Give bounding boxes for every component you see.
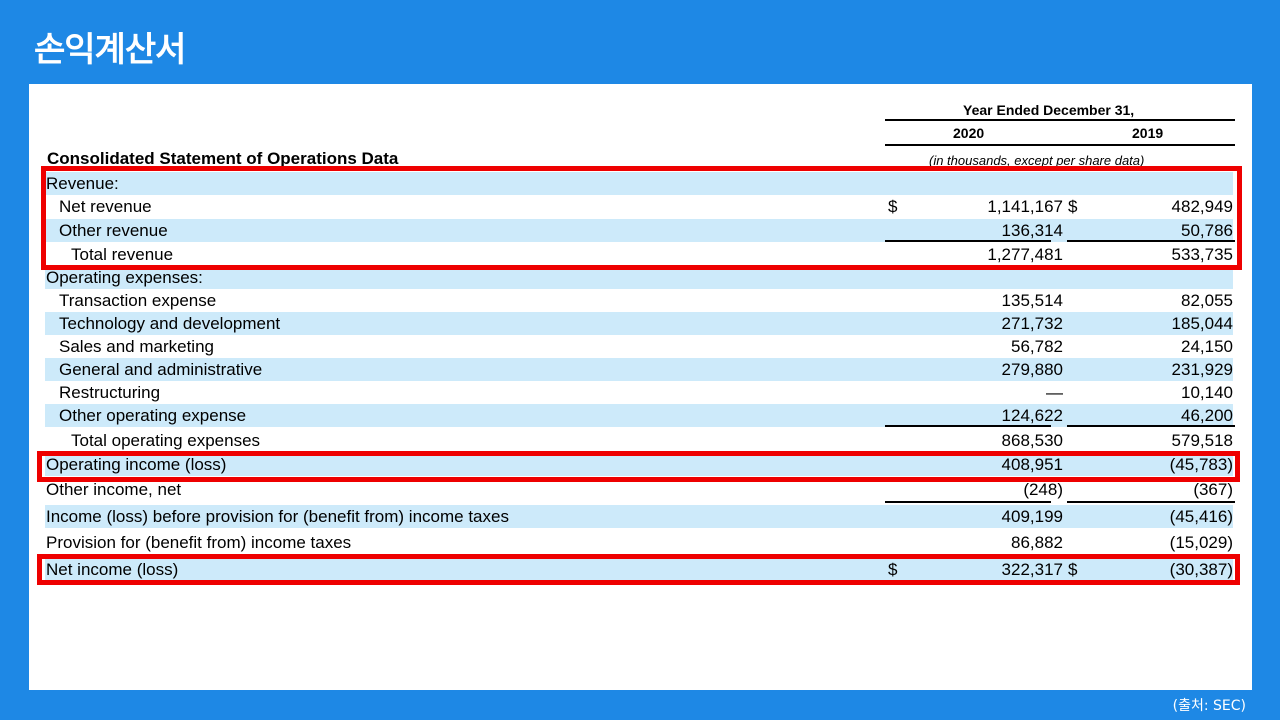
value-2020: 408,951	[1001, 455, 1063, 474]
statement-row: Other operating expense 124,622 46,200	[45, 404, 1233, 427]
row-label: Provision for (benefit from) income taxe…	[46, 533, 352, 552]
value-2019: (367)	[1193, 480, 1233, 499]
row-label: Transaction expense	[59, 291, 217, 310]
other-income-underline-2019	[1067, 501, 1235, 503]
value-2019: 185,044	[1171, 314, 1233, 333]
statement-row: Operating income (loss) 408,951 (45,783)	[45, 453, 1233, 476]
value-2020: 1,277,481	[987, 245, 1063, 264]
total-opex-underline-2019	[1067, 425, 1235, 427]
other-income-underline-2020	[885, 501, 1051, 503]
statement-row: Technology and development 271,732 185,044	[45, 312, 1233, 335]
value-2020: 279,880	[1001, 360, 1063, 379]
statement-row: Income (loss) before provision for (bene…	[45, 505, 1233, 528]
currency-symbol: $	[888, 197, 898, 216]
value-2019: 50,786	[1181, 221, 1233, 240]
row-label: Sales and marketing	[59, 337, 214, 356]
statement-row: General and administrative 279,880 231,929	[45, 358, 1233, 381]
row-label: Other revenue	[59, 221, 168, 240]
total-opex-underline-2020	[885, 425, 1051, 427]
row-label: Other operating expense	[59, 406, 247, 425]
value-2020: 322,317	[1001, 560, 1063, 579]
value-2020: 409,199	[1001, 507, 1063, 526]
statement-row: Net revenue $ $1,141,167 482,949	[45, 195, 1233, 218]
value-2020: 136,314	[1001, 221, 1063, 240]
statement-row: Operating expenses:	[45, 266, 1233, 289]
statement-row: Sales and marketing 56,782 24,150	[45, 335, 1233, 358]
row-label: Total operating expenses	[71, 431, 261, 450]
currency-symbol: $	[888, 560, 898, 579]
income-statement-panel: Year Ended December 31, 2020 2019 Consol…	[29, 84, 1252, 690]
statement-title: Consolidated Statement of Operations Dat…	[47, 149, 399, 168]
year-underline	[885, 144, 1235, 146]
period-header: Year Ended December 31,	[963, 102, 1135, 118]
year-2019-header: 2019	[1132, 125, 1164, 141]
value-2019: 46,200	[1181, 406, 1233, 425]
value-2019: (45,783)	[1169, 455, 1233, 474]
value-2019: (45,416)	[1169, 507, 1233, 526]
units-note: (in thousands, except per share data)	[929, 153, 1145, 168]
currency-symbol: $	[1068, 560, 1078, 579]
value-2019: 231,929	[1171, 360, 1233, 379]
statement-row: Net income (loss) $ $322,317 (30,387)	[45, 558, 1233, 581]
net-income-highlight-box	[37, 554, 1240, 585]
row-label: Operating income (loss)	[46, 455, 227, 474]
value-2020: 86,882	[1011, 533, 1063, 552]
statement-row: Total operating expenses 868,530 579,518	[45, 429, 1233, 452]
row-label: Other income, net	[46, 480, 182, 499]
value-2020: 271,732	[1001, 314, 1063, 333]
row-label: Revenue:	[46, 174, 119, 193]
value-2019: 579,518	[1171, 431, 1233, 450]
row-label: Operating expenses:	[46, 268, 203, 287]
value-2020: 868,530	[1001, 431, 1063, 450]
value-2020: 124,622	[1001, 406, 1063, 425]
currency-symbol: $	[1068, 197, 1078, 216]
revenue-highlight-box	[41, 166, 1242, 270]
statement-row: Transaction expense 135,514 82,055	[45, 289, 1233, 312]
row-label: Net revenue	[59, 197, 152, 216]
statement-row: Other income, net (248) (367)	[45, 478, 1233, 501]
source-note: (출처: SEC)	[1172, 698, 1246, 714]
year-2020-header: 2020	[953, 125, 985, 141]
statement-row: Other revenue 136,314 50,786	[45, 219, 1233, 242]
row-label: Technology and development	[59, 314, 281, 333]
period-underline	[885, 119, 1235, 121]
total-revenue-underline-2020	[885, 240, 1051, 242]
total-revenue-underline-2019	[1067, 240, 1235, 242]
value-2020: (248)	[1023, 480, 1063, 499]
value-2020: 1,141,167	[987, 197, 1063, 216]
statement-row: Provision for (benefit from) income taxe…	[45, 531, 1233, 554]
value-2020: 56,782	[1011, 337, 1063, 356]
value-2019: 24,150	[1181, 337, 1233, 356]
value-2020: —	[1046, 383, 1063, 402]
statement-row: Total revenue 1,277,481 533,735	[45, 243, 1233, 266]
value-2019: 10,140	[1181, 383, 1233, 402]
value-2019: 533,735	[1171, 245, 1233, 264]
value-2019: 482,949	[1171, 197, 1233, 216]
statement-row: Restructuring — 10,140	[45, 381, 1233, 404]
row-label: Income (loss) before provision for (bene…	[46, 507, 509, 526]
row-label: Total revenue	[71, 245, 174, 264]
row-label: General and administrative	[59, 360, 263, 379]
statement-row: Revenue:	[45, 172, 1233, 195]
value-2020: 135,514	[1001, 291, 1063, 310]
row-label: Net income (loss)	[46, 560, 179, 579]
value-2019: (15,029)	[1169, 533, 1233, 552]
operating-income-highlight-box	[37, 451, 1240, 482]
value-2019: (30,387)	[1169, 560, 1233, 579]
slide-title: 손익계산서	[34, 30, 186, 70]
value-2019: 82,055	[1181, 291, 1233, 310]
row-label: Restructuring	[59, 383, 161, 402]
